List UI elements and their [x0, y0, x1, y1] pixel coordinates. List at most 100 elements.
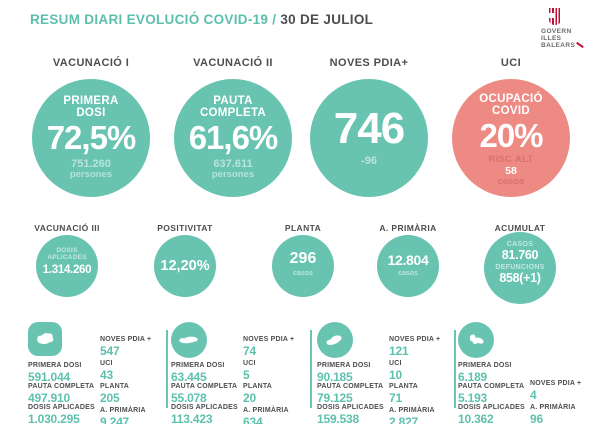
uci-cases-unit: casos — [497, 176, 525, 187]
formentera-icon — [458, 322, 494, 358]
stat-pair: A. PRIMÀRIA 9.247 — [100, 407, 164, 424]
govern-illes-balears-logo: GOVERN ILLES BALEARS — [541, 8, 593, 49]
stat-pair: UCI 10 — [389, 360, 453, 381]
stat-value: 634 — [243, 414, 263, 424]
stat-label: UCI — [243, 359, 256, 367]
stat-value: 10 — [389, 367, 402, 382]
shield-notch — [549, 13, 554, 18]
stat-pair: PAUTA COMPLETA 5.193 — [458, 383, 528, 404]
stat-label: A. PRIMÀRIA — [530, 403, 576, 411]
stat-label: UCI — [389, 359, 402, 367]
stat-label: PAUTA COMPLETA — [28, 383, 95, 390]
island-left-column: PRIMERA DOSI 591.044 PAUTA COMPLETA 497.91… — [28, 362, 98, 424]
bubble-label: OCUPACIÓ COVID — [479, 93, 543, 117]
uci-header: UCI — [500, 57, 522, 69]
stat-value: 43 — [100, 367, 113, 382]
uci-risk-level: RISC ALT — [488, 154, 534, 165]
noves-pdia-change: -96 — [361, 155, 377, 167]
noves-pdia-count: 746 — [333, 104, 405, 153]
stat-label: A. PRIMÀRIA — [100, 406, 146, 414]
stat-value: 205 — [100, 391, 120, 405]
pauta-completa-count: 637.611 — [213, 158, 253, 170]
stat-label: UCI — [100, 359, 113, 367]
stat-pair: NOVES PDIA +547 — [100, 336, 164, 357]
island-right-column: NOVES PDIA +121 UCI 10 PLANTA 71 A. PRIMÀR… — [389, 336, 453, 424]
stat-value: 71 — [389, 391, 402, 405]
primera-dosi-bubble: PRIMERA DOSI 72,5% 751.260 persones — [32, 79, 150, 197]
island-block-formentera: PRIMERA DOSI 6.189 PAUTA COMPLETA 5.193 DO… — [458, 322, 596, 424]
stat-pair: A. PRIMÀRIA 2.827 — [389, 407, 453, 424]
stat-value: 90.185 — [317, 370, 353, 384]
uci-bubble: OCUPACIÓ COVID 20% RISC ALT 58 casos — [452, 79, 570, 197]
stat-label: PLANTA — [243, 383, 273, 390]
positivitat-header: POSITIVITAT — [157, 223, 213, 233]
planta-count: 296 — [289, 250, 317, 267]
acumulat-bubble: CASOS 81.760 DEFUNCIONS 858(+1) — [484, 232, 556, 304]
page-title-date: 30 DE JULIOL — [280, 12, 374, 27]
stat-label: PLANTA — [389, 383, 419, 390]
stat-label: PLANTA — [100, 383, 130, 390]
column-divider — [454, 330, 456, 408]
stat-value: 55.078 — [171, 391, 207, 405]
stat-pair: DOSIS APLICADES 113.423 — [171, 404, 241, 424]
primera-dosi-count: 751.260 — [71, 158, 111, 170]
acumulat-cases-count: 81.760 — [501, 248, 539, 262]
island-left-column: PRIMERA DOSI 6.189 PAUTA COMPLETA 5.193 DO… — [458, 362, 528, 424]
stat-pair: PRIMERA DOSI 63.445 — [171, 362, 241, 383]
stat-value: 10.362 — [458, 412, 494, 424]
logo-text: GOVERN ILLES BALEARS — [541, 28, 593, 49]
page-title: RESUM DIARI EVOLUCIÓ COVID-19 /30 DE JUL… — [30, 12, 373, 27]
bubble-label: PRIMERA DOSI — [63, 95, 119, 119]
acumulat-header: ACUMULAT — [494, 223, 546, 233]
island-block-eivissa: PRIMERA DOSI 90.185 PAUTA COMPLETA 79.125 … — [317, 322, 455, 424]
island-right-column: NOVES PDIA +74 UCI 5 PLANTA 20 A. PRIMÀRIA… — [243, 336, 307, 424]
stat-value: 9.247 — [100, 414, 130, 424]
stat-pair: PLANTA 71 — [389, 383, 453, 404]
stat-value: 79.125 — [317, 391, 353, 405]
stat-value: 113.423 — [171, 412, 213, 424]
stat-value: 547 — [100, 344, 120, 358]
primaria-unit: casos — [398, 270, 418, 277]
stat-value: 63.445 — [171, 370, 207, 384]
logo-line-3: BALEARS — [541, 42, 593, 49]
bubble-label: DOSIS APLICADES — [47, 247, 87, 261]
stat-value: 5 — [243, 367, 250, 382]
stat-value: 4 — [530, 388, 537, 402]
stat-pair: PRIMERA DOSI 90.185 — [317, 362, 387, 383]
stat-label: PAUTA COMPLETA — [317, 383, 384, 390]
stat-pair: NOVES PDIA +74 — [243, 336, 307, 357]
stat-pair: A. PRIMÀRIA 634 — [243, 407, 307, 424]
stat-label: PRIMERA DOSI — [171, 362, 225, 369]
planta-header: PLANTA — [284, 223, 322, 233]
stat-label: PRIMERA DOSI — [28, 362, 82, 369]
island-left-column: PRIMERA DOSI 90.185 PAUTA COMPLETA 79.125 … — [317, 362, 387, 424]
stat-value: 497.910 — [28, 391, 70, 405]
column-divider — [310, 330, 312, 408]
dosis-aplicades-bubble: DOSIS APLICADES 1.314.260 — [36, 235, 98, 297]
stat-pair: A. PRIMÀRIA 96 — [530, 404, 594, 424]
stat-value: 6.189 — [458, 370, 488, 384]
column-divider — [166, 330, 168, 408]
stat-value: 5.193 — [458, 391, 488, 405]
stat-pair: DOSIS APLICADES 10.362 — [458, 404, 528, 424]
stat-label: DOSIS APLICADES — [28, 404, 95, 411]
bubble-label: PAUTA COMPLETA — [199, 95, 267, 119]
stat-label: DOSIS APLICADES — [458, 404, 525, 411]
positivitat-percent: 12,20% — [160, 258, 210, 274]
vacunacio-2-header: VACUNACIÓ II — [193, 57, 273, 69]
stat-label: DOSIS APLICADES — [317, 404, 384, 411]
stat-pair: NOVES PDIA +121 — [389, 336, 453, 357]
stat-label: NOVES PDIA + — [100, 336, 152, 343]
planta-bubble: 296 casos — [272, 235, 334, 297]
stat-value: 121 — [389, 344, 409, 358]
stat-label: PAUTA COMPLETA — [458, 383, 525, 390]
vacunacio-1-header: VACUNACIÓ I — [52, 57, 130, 69]
stat-label: NOVES PDIA + — [389, 336, 441, 343]
island-right-column: NOVES PDIA +547 UCI 43 PLANTA 205 A. PRIMÀ… — [100, 336, 164, 424]
stat-value: 20 — [243, 391, 256, 405]
balears-shield-icon — [549, 8, 561, 25]
stat-value: 1.030.295 — [28, 412, 80, 424]
primaria-count: 12.804 — [387, 252, 429, 268]
stat-value: 96 — [530, 411, 543, 424]
primaria-header: A. PRIMÀRIA — [379, 223, 437, 233]
